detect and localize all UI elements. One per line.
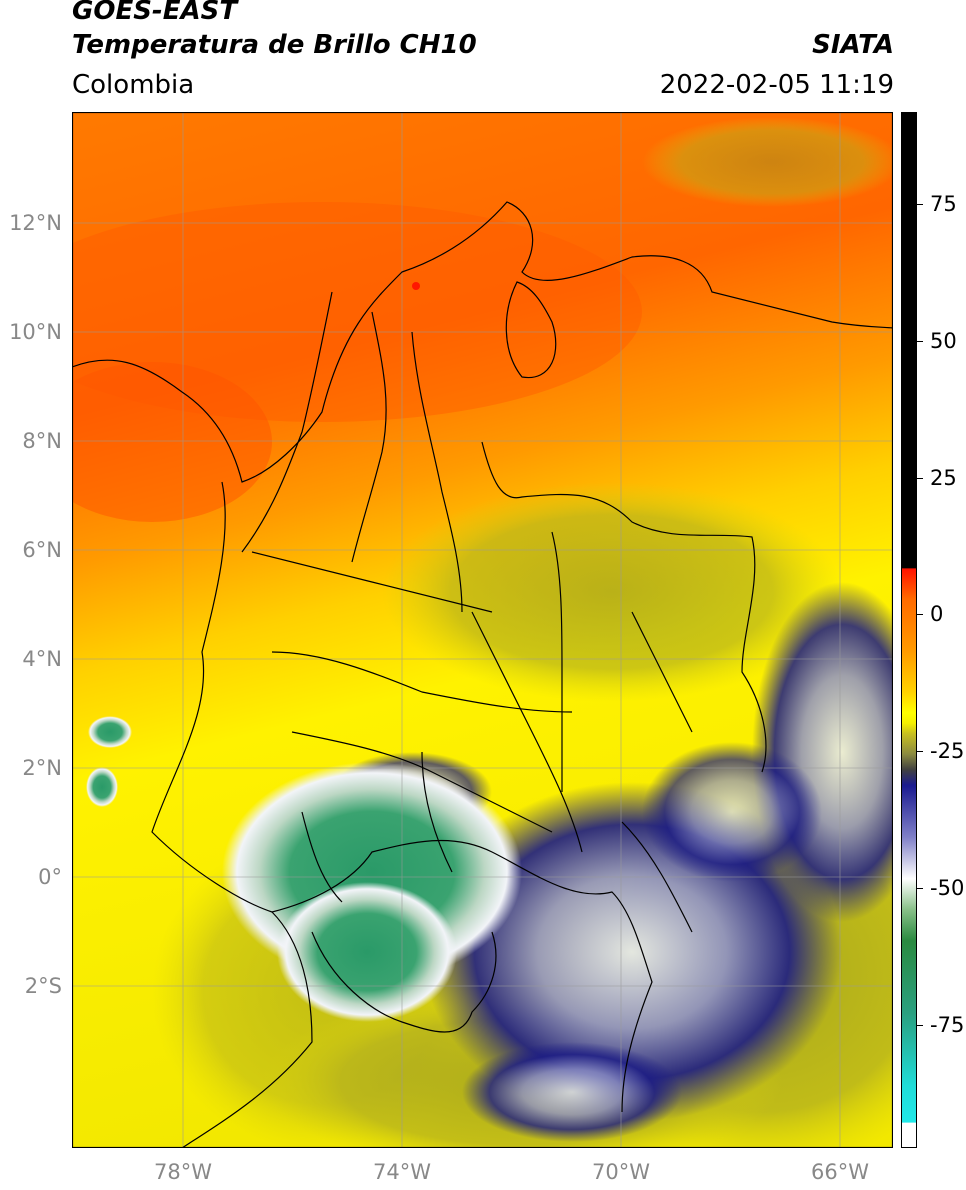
- lat-label-12n: 12°N: [9, 211, 62, 235]
- lon-label-70w: 70°W: [592, 1160, 650, 1184]
- colorbar-label-minus-25: -25: [930, 739, 965, 763]
- region-label: Colombia: [72, 70, 195, 100]
- lon-label-74w: 74°W: [373, 1160, 431, 1184]
- country-borders: [72, 201, 893, 1148]
- lat-label-10n: 10°N: [9, 320, 62, 344]
- satellite-title: GOES-EAST: [72, 0, 238, 26]
- colorbar-label-minus-75: -75: [930, 1013, 965, 1037]
- brightness-temperature-map: [72, 112, 893, 1148]
- lat-label-6n: 6°N: [22, 538, 62, 562]
- colorbar-label-minus-50: -50: [930, 876, 965, 900]
- colorbar-label-50: 50: [930, 329, 957, 353]
- lat-label-0: 0°: [38, 865, 62, 889]
- lon-label-66w: 66°W: [811, 1160, 869, 1184]
- datetime-label: 2022-02-05 11:19: [659, 70, 894, 100]
- agency-label: SIATA: [812, 30, 894, 60]
- lon-label-78w: 78°W: [154, 1160, 212, 1184]
- lat-label-2s: 2°S: [24, 974, 62, 998]
- colorbar-label-25: 25: [930, 466, 957, 490]
- colorbar-label-75: 75: [930, 192, 957, 216]
- lat-label-2n: 2°N: [22, 756, 62, 780]
- product-title: Temperatura de Brillo CH10: [72, 30, 477, 60]
- colorbar: [901, 112, 917, 1148]
- colorbar-label-0: 0: [930, 602, 944, 626]
- graticule: [72, 112, 893, 1148]
- lat-label-4n: 4°N: [22, 647, 62, 671]
- map-frame: [72, 112, 893, 1148]
- lat-label-8n: 8°N: [22, 429, 62, 453]
